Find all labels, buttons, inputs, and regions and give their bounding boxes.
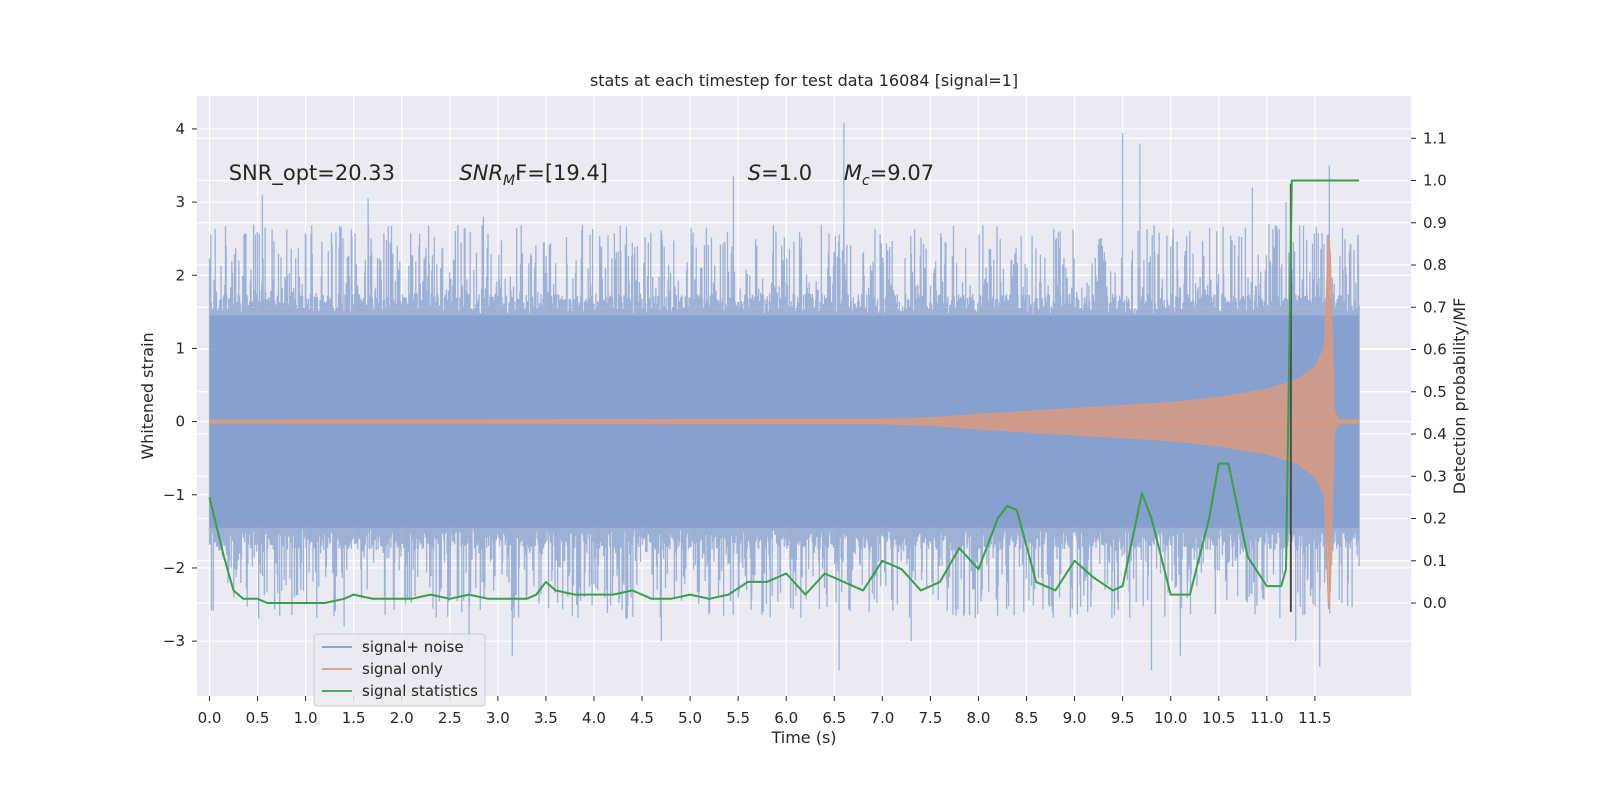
chart-title: stats at each timestep for test data 160… (590, 71, 1018, 90)
x-tick-label: 7.5 (918, 709, 942, 727)
y-tick-label: −1 (163, 486, 185, 504)
y-right-tick-label: 0.0 (1423, 594, 1447, 612)
signal-statistics-series (208, 179, 1360, 604)
y-right-tick-label: 0.7 (1423, 298, 1447, 316)
x-tick-label: 4.0 (582, 709, 606, 727)
x-tick-label: 0.5 (246, 709, 270, 727)
annotation-0: SNR_opt=20.33 (229, 161, 395, 186)
y-tick-label: 0 (175, 413, 185, 431)
x-tick-label: 6.0 (774, 709, 798, 727)
x-tick-label: 5.0 (678, 709, 702, 727)
y-right-tick-label: 1.1 (1423, 129, 1447, 147)
legend-box (313, 633, 486, 707)
x-tick-label: 1.5 (342, 709, 366, 727)
y-tick-label: −3 (163, 632, 185, 650)
x-tick-label: 0.0 (198, 709, 222, 727)
x-axis-label: Time (s) (770, 728, 836, 747)
legend: signal+ noise signal only signal statist… (313, 633, 486, 707)
x-tick-label: 10.0 (1154, 709, 1187, 727)
y-right-tick-label: 1.0 (1423, 172, 1447, 190)
series-layer (208, 123, 1360, 671)
y-axis-right-label: Detection probability/MF (1450, 298, 1469, 495)
y-right-tick-label: 0.4 (1423, 425, 1447, 443)
y-right-tick-label: 0.3 (1423, 467, 1447, 485)
x-tick-label: 10.5 (1202, 709, 1235, 727)
y-right-tick-label: 0.9 (1423, 214, 1447, 232)
x-tick-label: 3.0 (486, 709, 510, 727)
y-right-tick-label: 0.8 (1423, 256, 1447, 274)
y-right-tick-label: 0.1 (1423, 552, 1447, 570)
x-tick-label: 4.5 (630, 709, 654, 727)
annotation-2: S=1.0 (748, 161, 812, 185)
legend-label-signal: signal only (362, 660, 443, 678)
x-tick-label: 8.0 (967, 709, 991, 727)
x-tick-label: 9.0 (1063, 709, 1087, 727)
legend-label-statistics: signal statistics (362, 682, 478, 700)
x-tick-label: 5.5 (726, 709, 750, 727)
y-tick-label: 4 (175, 120, 185, 138)
y-right-tick-label: 0.5 (1423, 383, 1447, 401)
legend-label-noise: signal+ noise (362, 638, 464, 656)
y-tick-label: 1 (175, 339, 185, 357)
y-tick-label: 3 (175, 193, 185, 211)
annotation-1: SNRMF=[19.4] (459, 161, 608, 189)
y-right-tick-label: 0.2 (1423, 510, 1447, 528)
tick-labels: 0.0 0.5 1.0 1.5 2.0 2.5 3.0 3.5 4.0 4.5 5.0 5.5 6.0 6… (163, 120, 1447, 727)
x-tick-label: 9.5 (1111, 709, 1135, 727)
x-tick-label: 1.0 (294, 709, 318, 727)
annotation-3: Mc=9.07 (844, 161, 934, 189)
x-tick-label: 11.0 (1250, 709, 1283, 727)
y-axis-label: Whitened strain (138, 332, 157, 459)
x-tick-label: 7.0 (870, 709, 894, 727)
x-tick-label: 8.5 (1015, 709, 1039, 727)
x-tick-label: 11.5 (1298, 709, 1331, 727)
y-tick-label: −2 (163, 559, 185, 577)
x-tick-label: 6.5 (822, 709, 846, 727)
annotations: SNR_opt=20.33 SNRMF=[19.4] S=1.0 Mc=9.07 (229, 161, 934, 189)
y-right-tick-label: 0.6 (1423, 341, 1447, 359)
x-tick-label: 2.5 (438, 709, 462, 727)
x-tick-label: 3.5 (534, 709, 558, 727)
x-tick-label: 2.0 (390, 709, 414, 727)
y-tick-label: 2 (175, 266, 185, 284)
